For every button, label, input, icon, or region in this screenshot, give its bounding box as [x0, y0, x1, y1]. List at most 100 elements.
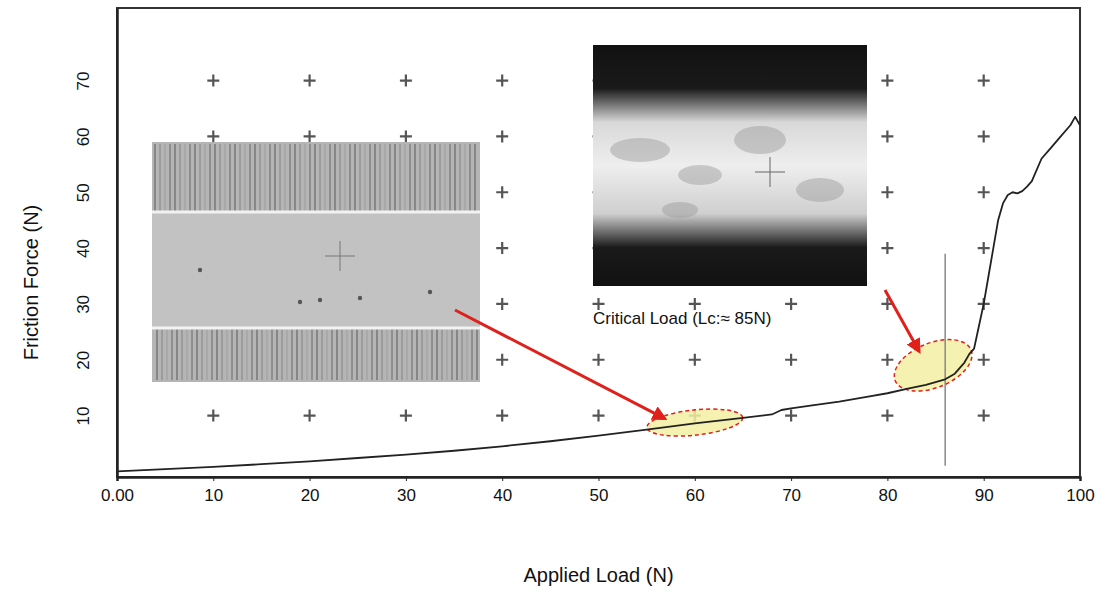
inset-texture — [234, 144, 235, 212]
inset-texture — [376, 328, 377, 380]
inset-texture — [436, 328, 437, 380]
inset-texture — [176, 328, 177, 380]
inset-texture — [399, 144, 400, 212]
inset-texture — [796, 178, 844, 202]
scratch-track — [152, 212, 480, 328]
grid-cross — [207, 130, 219, 142]
grid-cross — [207, 75, 219, 87]
inset-texture — [254, 144, 255, 212]
inset-texture — [334, 144, 335, 212]
inset-texture — [461, 328, 462, 380]
y-axis-line — [116, 9, 119, 478]
inset-texture — [354, 144, 355, 212]
critical-load-line — [944, 254, 946, 466]
inset-right — [593, 45, 867, 286]
x-tick-label: 0.00 — [101, 486, 134, 505]
inset-texture — [296, 328, 297, 380]
inset-texture — [324, 144, 325, 212]
x-tick-label: 10 — [204, 486, 223, 505]
inset-texture — [426, 328, 427, 380]
inset-texture — [266, 328, 267, 380]
x-tick: 80 — [878, 477, 897, 505]
inset-texture — [239, 144, 240, 212]
inset-texture — [171, 328, 172, 380]
grid-cross — [978, 242, 990, 254]
y-tick: 30 — [74, 295, 117, 314]
x-tick: 10 — [204, 477, 223, 505]
inset-texture — [466, 328, 467, 380]
inset-texture — [351, 328, 352, 380]
grid-cross — [978, 130, 990, 142]
inset-texture — [216, 328, 217, 380]
inset-texture — [394, 144, 395, 212]
grid-cross — [593, 354, 605, 366]
inset-texture — [249, 144, 250, 212]
x-tick-mark — [791, 477, 792, 481]
inset-texture — [386, 328, 387, 380]
inset-texture — [276, 328, 277, 380]
inset-texture — [251, 328, 252, 380]
y-tick-label: 60 — [74, 127, 93, 146]
inset-speck — [428, 290, 432, 294]
grid-cross — [496, 410, 508, 422]
inset-texture — [211, 328, 212, 380]
inset-texture — [306, 328, 307, 380]
grid-cross — [881, 186, 893, 198]
x-tick: 100 — [1066, 477, 1094, 505]
inset-texture — [451, 328, 452, 380]
inset-texture — [441, 328, 442, 380]
inset-texture — [409, 144, 410, 212]
inset-texture — [289, 144, 290, 212]
x-tick-mark — [695, 477, 696, 481]
grid-cross — [496, 242, 508, 254]
x-tick-mark — [887, 477, 888, 481]
inset-right-bg — [593, 45, 867, 286]
grid-cross — [881, 75, 893, 87]
inset-texture — [366, 328, 367, 380]
x-tick-label: 20 — [301, 486, 320, 505]
x-tick-mark — [117, 477, 118, 481]
grid-cross — [593, 410, 605, 422]
inset-texture — [734, 126, 786, 154]
inset-texture — [231, 328, 232, 380]
inset-texture — [191, 328, 192, 380]
y-tick: 40 — [74, 239, 117, 258]
grid-cross — [304, 130, 316, 142]
inset-texture — [389, 144, 390, 212]
x-tick: 50 — [590, 477, 609, 505]
inset-texture — [261, 328, 262, 380]
grid-cross — [207, 410, 219, 422]
x-tick-mark — [502, 477, 503, 481]
inset-texture — [246, 328, 247, 380]
inset-texture — [221, 328, 222, 380]
inset-texture — [224, 144, 225, 212]
inset-texture — [299, 144, 300, 212]
y-tick-label: 20 — [74, 351, 93, 370]
inset-texture — [429, 144, 430, 212]
inset-texture — [391, 328, 392, 380]
inset-texture — [449, 144, 450, 212]
inset-texture — [371, 328, 372, 380]
x-tick-mark — [406, 477, 407, 481]
inset-texture — [464, 144, 465, 212]
x-tick-label: 60 — [686, 486, 705, 505]
inset-texture — [164, 144, 165, 212]
inset-texture — [369, 144, 370, 212]
y-tick: 10 — [74, 407, 117, 426]
inset-texture — [154, 144, 155, 212]
inset-texture — [411, 328, 412, 380]
grid-cross — [400, 130, 412, 142]
inset-left-bg — [152, 142, 480, 382]
x-tick-label: 40 — [493, 486, 512, 505]
inset-texture — [662, 202, 698, 218]
y-tick: 20 — [74, 351, 117, 370]
x-tick-mark — [310, 477, 311, 481]
inset-texture — [226, 328, 227, 380]
x-tick-label: 80 — [878, 486, 897, 505]
inset-texture — [179, 144, 180, 212]
inset-texture — [361, 328, 362, 380]
x-tick: 0.00 — [101, 477, 134, 505]
inset-texture — [301, 328, 302, 380]
x-tick-label: 70 — [782, 486, 801, 505]
inset-speck — [198, 268, 202, 272]
